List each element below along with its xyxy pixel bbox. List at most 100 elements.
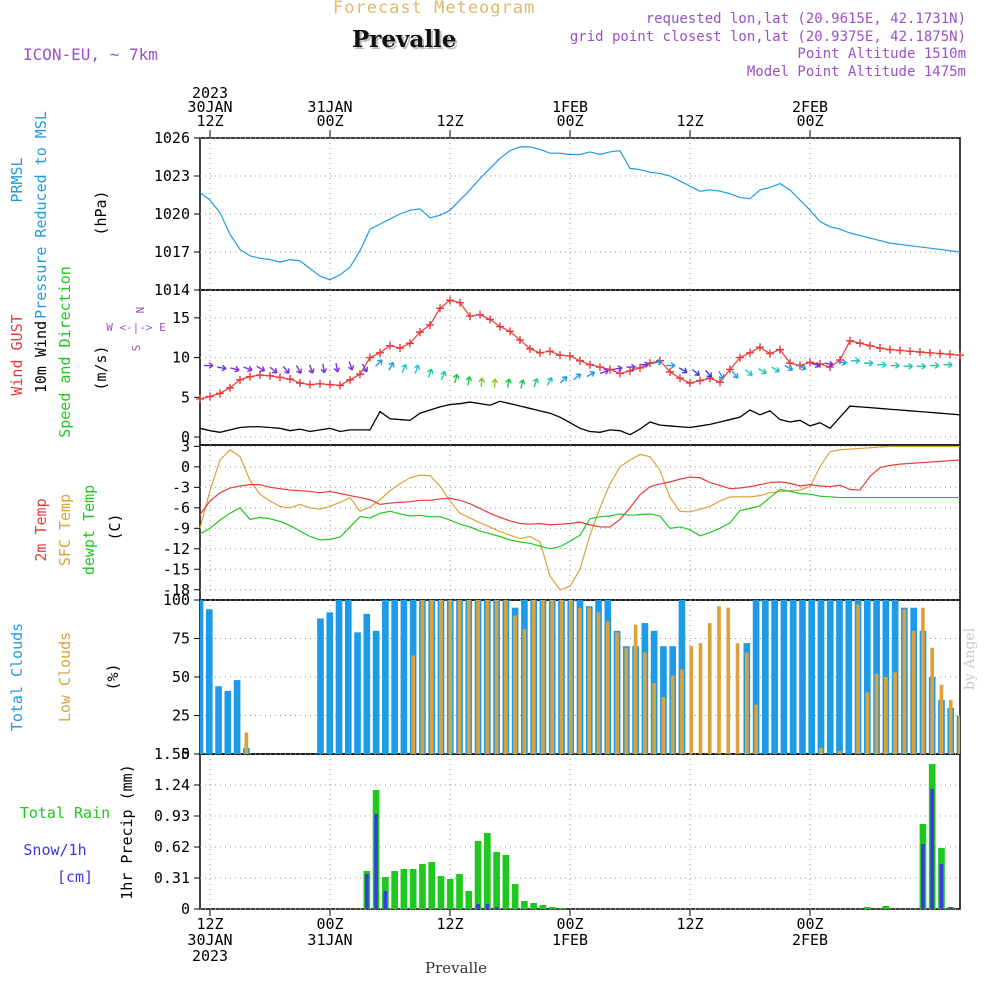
clouds-bar-low-clouds <box>420 600 425 754</box>
wind-gust-marker <box>756 343 764 352</box>
grid-point-coords: grid point closest lon,lat (20.9375E, 42… <box>569 29 966 45</box>
precip-panel-frame <box>199 753 961 910</box>
wind-direction-arrow <box>440 370 447 381</box>
temperature-side-label: (C) <box>106 513 124 540</box>
top-time-label: 1FEB <box>552 98 588 116</box>
wind-gust-marker <box>956 351 964 360</box>
clouds-bar-total-clouds <box>344 600 352 754</box>
wind-direction-arrow <box>916 362 927 370</box>
wind-gust-marker <box>746 348 754 357</box>
temperature-side-label: 2m Temp <box>32 498 50 561</box>
wind-gust-marker <box>906 347 914 356</box>
clouds-bar-low-clouds <box>466 600 471 754</box>
wind-gust-marker <box>526 344 534 353</box>
wind-gust-marker <box>846 336 854 345</box>
wind-side-label: (m/s) <box>92 345 110 390</box>
wind-direction-arrow <box>666 362 676 369</box>
wind-direction-arrow <box>797 364 807 371</box>
precip-bar-snow-1h <box>930 789 935 909</box>
wind-gust-marker <box>316 379 324 388</box>
clouds-bar-low-clouds <box>735 643 740 754</box>
clouds-bar-total-clouds <box>752 600 760 754</box>
wind-gust-marker <box>416 328 424 337</box>
wind-gust-marker <box>676 374 684 383</box>
bottom-time-label: 2023 <box>192 947 228 965</box>
top-time-label: 00Z <box>796 112 823 130</box>
top-time-label: 2FEB <box>792 98 828 116</box>
clouds-bar-low-clouds <box>522 629 527 754</box>
clouds-bar-low-clouds <box>578 607 582 754</box>
top-time-label: 31JAN <box>307 98 352 116</box>
location-title: Prevalle <box>352 26 457 53</box>
wind-gust-marker <box>916 348 924 356</box>
clouds-bar-total-clouds <box>826 600 834 754</box>
precip-ytick-label: 1.55 <box>154 745 190 763</box>
clouds-bar-low-clouds <box>754 704 758 754</box>
wind-direction-arrow <box>586 371 596 378</box>
wind-panel-frame <box>199 289 961 446</box>
clouds-side-label: Low Clouds <box>56 632 74 722</box>
precip-bar-total-rain <box>539 905 547 909</box>
wind-direction-arrow <box>518 379 526 389</box>
compass-north: N <box>134 307 147 314</box>
temperature-ytick-label: -9 <box>172 519 190 537</box>
clouds-bar-low-clouds <box>893 672 897 754</box>
wind-gust-marker <box>446 296 454 305</box>
wind-side-label: 10m Wind <box>32 321 50 393</box>
wind-gust-marker <box>896 346 904 355</box>
wind-ytick-label: 5 <box>181 388 190 406</box>
precip-ytick-label: 0.93 <box>154 807 190 825</box>
clouds-bar-total-clouds <box>326 612 334 754</box>
compass-south: S <box>130 345 143 352</box>
temperature-ytick-label: 3 <box>181 437 190 455</box>
clouds-bar-low-clouds <box>884 677 888 754</box>
top-time-label: 30JAN <box>187 98 232 116</box>
precip-bar-total-rain <box>419 864 426 909</box>
bottom-time-label: 00Z <box>556 915 583 933</box>
wind-direction-arrow <box>771 366 781 373</box>
wind-gust-marker <box>266 371 274 380</box>
wind-gust-marker <box>936 349 944 358</box>
clouds-bar-total-clouds <box>205 609 213 754</box>
clouds-bar-low-clouds <box>856 604 860 754</box>
clouds-bar-low-clouds <box>513 615 517 754</box>
clouds-bar-total-clouds <box>808 600 816 754</box>
wind-gust-marker <box>716 378 724 387</box>
wind-direction-arrow <box>718 370 725 380</box>
precip-bar-total-rain <box>474 841 482 909</box>
clouds-bar-low-clouds <box>837 750 842 754</box>
wind-direction-arrow <box>375 359 383 367</box>
model-point-altitude: Model Point Altitude 1475m <box>746 64 966 80</box>
precip-bar-total-rain <box>882 906 890 909</box>
wind-direction-arrow <box>864 359 874 367</box>
clouds-bar-low-clouds <box>726 607 731 754</box>
wind-direction-arrow <box>532 377 540 388</box>
wind-direction-arrow <box>308 364 315 374</box>
wind-gust-marker <box>586 360 594 369</box>
wind-gust-marker <box>276 373 284 382</box>
wind-gust-marker <box>406 339 414 348</box>
compass-west-east: W <-|-> E <box>106 321 166 334</box>
wind-direction-arrow <box>678 367 688 374</box>
precip-bar-snow-1h <box>921 844 925 909</box>
wind-gust-marker <box>236 375 244 384</box>
clouds-ytick-label: 50 <box>172 668 190 686</box>
clouds-bar-total-clouds <box>382 600 389 754</box>
wind-ytick-label: 10 <box>172 349 190 367</box>
clouds-bar-low-clouds <box>476 600 480 754</box>
wind-direction-arrow <box>230 366 240 373</box>
precip-bar-snow-1h <box>383 891 388 909</box>
clouds-bar-low-clouds <box>930 647 935 754</box>
wind-gust-marker <box>356 370 364 379</box>
wind-gust-marker <box>546 347 554 356</box>
wind-gust-marker <box>596 363 604 372</box>
precip-bar-total-rain <box>558 908 565 909</box>
pressure-side-label: PRMSL <box>8 157 26 202</box>
wind-gust-marker <box>576 356 584 365</box>
wind-gust-marker <box>556 351 564 360</box>
clouds-bar-low-clouds <box>744 652 749 754</box>
clouds-ytick-label: 25 <box>172 707 190 725</box>
clouds-bar-low-clouds <box>587 607 592 754</box>
clouds-bar-total-clouds <box>400 600 408 754</box>
clouds-bar-low-clouds <box>819 747 823 754</box>
